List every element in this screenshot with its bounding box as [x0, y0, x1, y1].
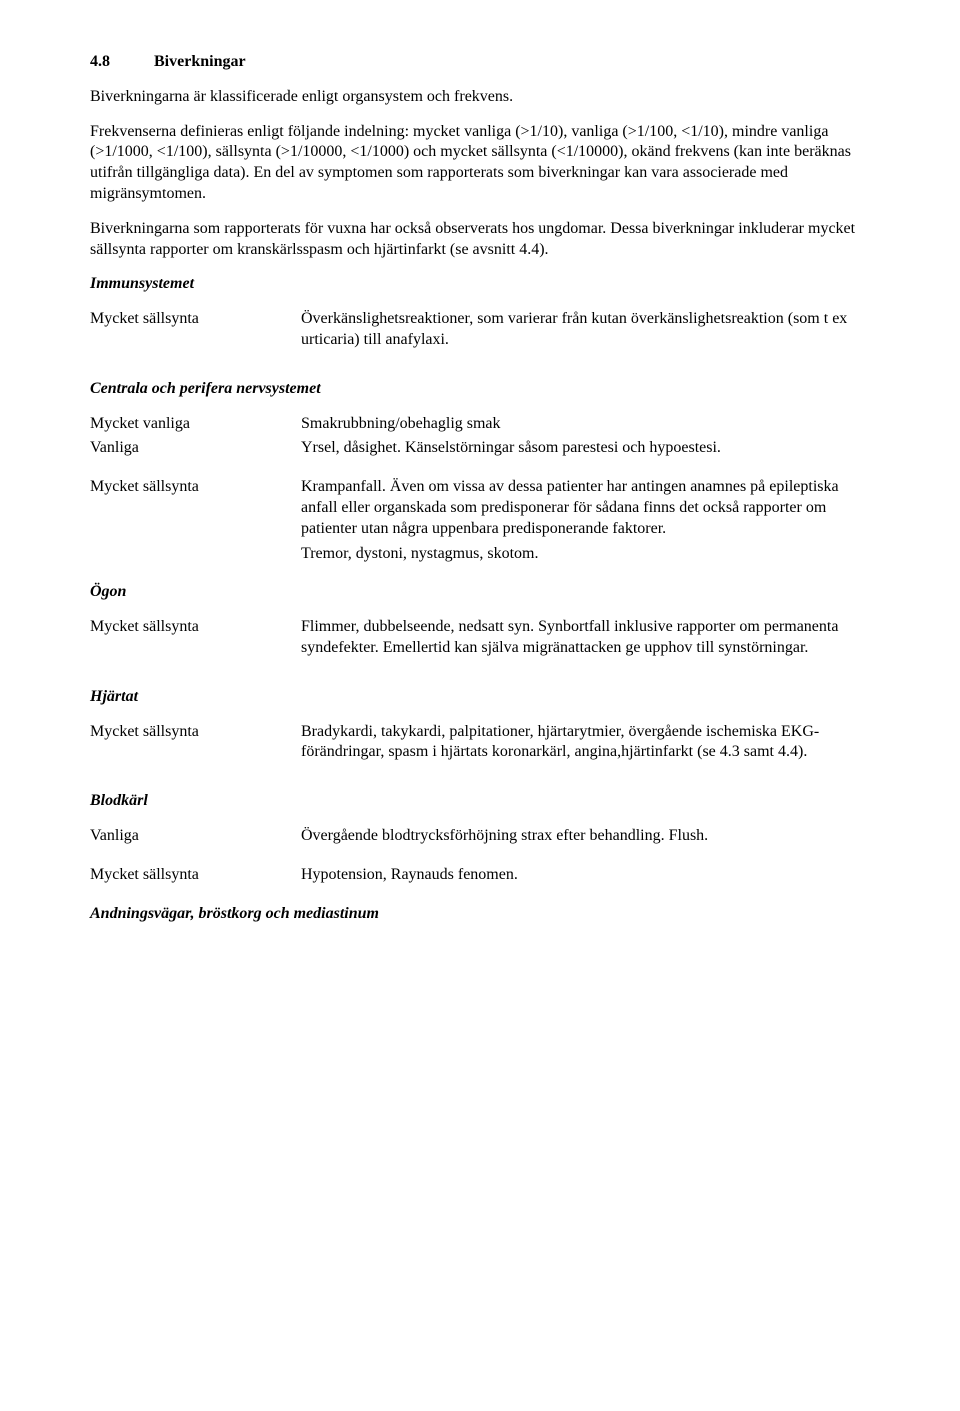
table-row: Vanliga Yrsel, dåsighet. Känselstörninga…	[90, 438, 870, 463]
freq-desc: Bradykardi, takykardi, palpitationer, hj…	[301, 722, 870, 768]
table-row: Mycket sällsynta Överkänslighetsreaktion…	[90, 309, 870, 355]
freq-desc: Flimmer, dubbelseende, nedsatt syn. Synb…	[301, 617, 870, 663]
intro-paragraph-2: Frekvenserna definieras enligt följande …	[90, 122, 870, 205]
freq-table-blodkarl: Vanliga Övergående blodtrycksförhöjning …	[90, 826, 870, 851]
freq-table-immun: Mycket sällsynta Överkänslighetsreaktion…	[90, 309, 870, 355]
freq-desc: Överkänslighetsreaktioner, som varierar …	[301, 309, 870, 355]
freq-label: Mycket sällsynta	[90, 722, 301, 768]
freq-label: Mycket vanliga	[90, 414, 301, 439]
table-row: Tremor, dystoni, nystagmus, skotom.	[90, 544, 870, 569]
subheading-ogon: Ögon	[90, 582, 870, 603]
section-title: Biverkningar	[154, 53, 246, 70]
freq-table-cns-2: Mycket sällsynta Krampanfall. Även om vi…	[90, 477, 870, 568]
freq-label	[90, 544, 301, 569]
section-number: 4.8	[90, 52, 154, 73]
intro-paragraph-1: Biverkningarna är klassificerade enligt …	[90, 87, 870, 108]
subheading-cns: Centrala och perifera nervsystemet	[90, 379, 870, 400]
freq-label: Mycket sällsynta	[90, 477, 301, 543]
freq-table-ogon: Mycket sällsynta Flimmer, dubbelseende, …	[90, 617, 870, 663]
table-row: Vanliga Övergående blodtrycksförhöjning …	[90, 826, 870, 851]
freq-desc: Smakrubbning/obehaglig smak	[301, 414, 870, 439]
subheading-blodkarl: Blodkärl	[90, 791, 870, 812]
freq-label: Vanliga	[90, 826, 301, 851]
freq-label: Mycket sällsynta	[90, 865, 301, 890]
subheading-andning: Andningsvägar, bröstkorg och mediastinum	[90, 904, 870, 925]
freq-desc: Krampanfall. Även om vissa av dessa pati…	[301, 477, 870, 543]
freq-desc: Tremor, dystoni, nystagmus, skotom.	[301, 544, 870, 569]
section-heading: 4.8Biverkningar	[90, 52, 870, 73]
table-row: Mycket vanliga Smakrubbning/obehaglig sm…	[90, 414, 870, 439]
table-row: Mycket sällsynta Flimmer, dubbelseende, …	[90, 617, 870, 663]
intro-paragraph-3: Biverkningarna som rapporterats för vuxn…	[90, 219, 870, 261]
freq-table-cns: Mycket vanliga Smakrubbning/obehaglig sm…	[90, 414, 870, 464]
freq-label: Mycket sällsynta	[90, 309, 301, 355]
table-row: Mycket sällsynta Bradykardi, takykardi, …	[90, 722, 870, 768]
freq-desc: Övergående blodtrycksförhöjning strax ef…	[301, 826, 870, 851]
freq-desc: Hypotension, Raynauds fenomen.	[301, 865, 870, 890]
table-row: Mycket sällsynta Krampanfall. Även om vi…	[90, 477, 870, 543]
freq-label: Vanliga	[90, 438, 301, 463]
table-row: Mycket sällsynta Hypotension, Raynauds f…	[90, 865, 870, 890]
freq-table-blodkarl-2: Mycket sällsynta Hypotension, Raynauds f…	[90, 865, 870, 890]
subheading-hjartat: Hjärtat	[90, 687, 870, 708]
freq-table-hjartat: Mycket sällsynta Bradykardi, takykardi, …	[90, 722, 870, 768]
page: 4.8Biverkningar Biverkningarna är klassi…	[0, 0, 960, 1411]
subheading-immunsystemet: Immunsystemet	[90, 274, 870, 295]
freq-desc: Yrsel, dåsighet. Känselstörningar såsom …	[301, 438, 870, 463]
freq-label: Mycket sällsynta	[90, 617, 301, 663]
